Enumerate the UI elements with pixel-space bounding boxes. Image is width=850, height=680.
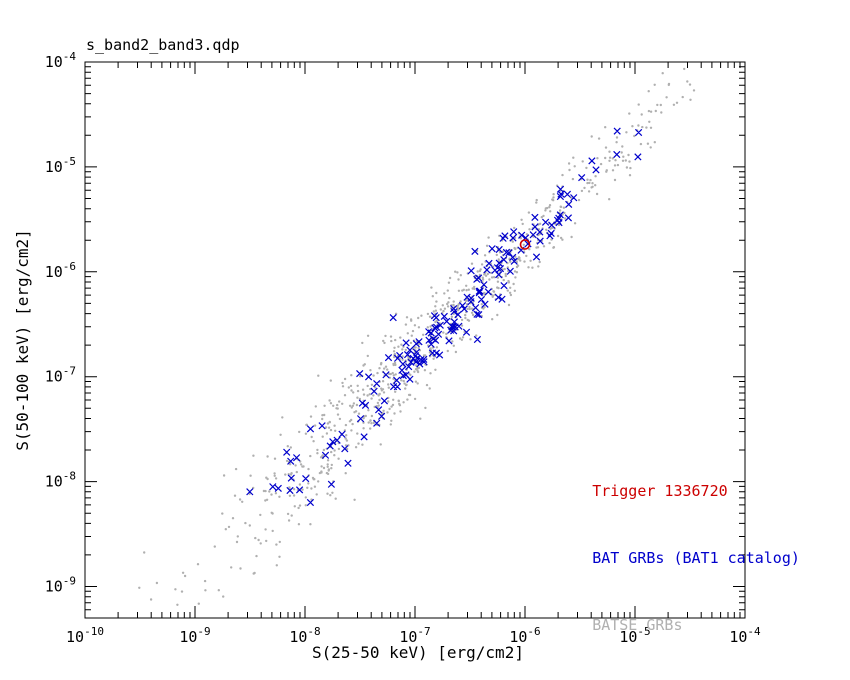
data-points xyxy=(138,67,696,606)
tick-label: 10-5 xyxy=(45,155,76,176)
tick-label: 10-4 xyxy=(729,625,761,646)
tick-label: 10-7 xyxy=(45,365,76,386)
tick-label: 10-7 xyxy=(399,625,430,646)
legend-item-trigger: Trigger 1336720 xyxy=(538,464,800,518)
axis-ticks-icon xyxy=(84,61,746,618)
legend-label-trigger: Trigger 1336720 xyxy=(592,482,728,500)
trigger-marker-icon xyxy=(519,239,531,250)
legend: Trigger 1336720 BAT GRBs (BAT1 catalog) … xyxy=(538,464,800,652)
y-axis-title: S(50-100 keV) [erg/cm2] xyxy=(13,229,32,451)
tick-label: 10-8 xyxy=(289,625,320,646)
tick-label: 10-9 xyxy=(45,575,76,596)
tick-label: 10-4 xyxy=(45,50,77,71)
tick-label: 10-10 xyxy=(66,625,104,646)
legend-item-bat-grbs: BAT GRBs (BAT1 catalog) xyxy=(538,531,800,585)
tick-label: 10-5 xyxy=(619,625,650,646)
series-trigger-1336720 xyxy=(519,239,531,250)
tick-label: 10-6 xyxy=(45,260,76,281)
tick-label: 10-6 xyxy=(509,625,540,646)
tick-label: 10-9 xyxy=(179,625,210,646)
legend-item-batse-grbs: BATSE GRBs xyxy=(538,598,800,652)
x-axis-title: S(25-50 keV) [erg/cm2] xyxy=(312,643,524,662)
legend-label-bat-grbs: BAT GRBs (BAT1 catalog) xyxy=(592,549,800,567)
tick-labels: 10-10 10-9 10-8 10-7 10-6 10-5 10-4 10-9 10-8 10-… xyxy=(45,50,761,646)
plot-title: s_band2_band3.qdp xyxy=(86,36,240,54)
legend-label-batse-grbs: BATSE GRBs xyxy=(592,616,683,634)
tick-label: 10-8 xyxy=(45,470,76,491)
series-bat-grbs-bat1-catalog- xyxy=(246,127,643,507)
